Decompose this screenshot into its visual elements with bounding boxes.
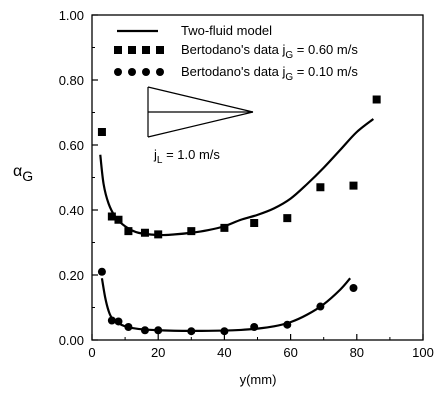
legend-label-square: Bertodano's data jG = 0.60 m/s	[181, 42, 358, 61]
y-axis-title: αG	[13, 163, 33, 184]
data-point-square	[107, 212, 116, 221]
legend-circle-swatch	[114, 68, 164, 76]
data-point-square	[250, 219, 259, 227]
y-tick-label: 0.60	[59, 138, 84, 153]
legend-label-model: Two-fluid model	[181, 23, 272, 38]
data-point-square	[187, 227, 196, 236]
data-point-square	[372, 95, 381, 104]
data-point-square	[316, 183, 325, 192]
series-0	[97, 95, 381, 239]
x-tick-label: 60	[283, 345, 297, 360]
series-2	[99, 118, 375, 237]
y-axis-title-sub: G	[22, 168, 33, 184]
data-point-square	[220, 223, 229, 232]
y-axis-title-main: α	[13, 163, 22, 180]
x-tick-label: 80	[350, 345, 364, 360]
series-3	[100, 277, 352, 333]
data-point-square	[349, 181, 358, 190]
series-layer	[97, 95, 381, 336]
data-point-square	[124, 227, 133, 236]
data-point-square	[283, 214, 292, 223]
profile-lower-edge	[147, 111, 254, 138]
y-tick-label: 0.40	[59, 203, 84, 218]
y-tick-label: 0.00	[59, 333, 84, 348]
legend-square-swatch	[114, 46, 164, 54]
legend-label-circle: Bertodano's data jG = 0.10 m/s	[181, 64, 358, 83]
y-axis: 0.00 0.20 0.40 0.60 0.80 1.00	[59, 8, 98, 348]
profile-upper-edge	[147, 86, 254, 113]
model-curve	[100, 277, 352, 333]
x-tick-label: 40	[217, 345, 231, 360]
series-1	[97, 267, 358, 336]
model-curve	[99, 118, 375, 237]
y-tick-label: 0.80	[59, 73, 84, 88]
y-tick-label: 0.20	[59, 268, 84, 283]
legend: Two-fluid model Bertodano's data jG = 0.…	[114, 23, 358, 83]
data-point-square	[97, 128, 106, 136]
x-tick-label: 20	[151, 345, 165, 360]
x-axis-title: y(mm)	[240, 372, 277, 387]
y-tick-label: 1.00	[59, 8, 84, 23]
data-point-circle	[349, 284, 358, 292]
data-point-square	[140, 228, 149, 237]
x-axis: 0 20 40 60 80 100	[88, 334, 434, 360]
liquid-velocity-label: jL = 1.0 m/s	[153, 147, 220, 166]
x-tick-label: 100	[412, 345, 434, 360]
data-point-circle	[97, 267, 106, 276]
channel-sketch	[147, 86, 254, 138]
x-tick-label: 0	[88, 345, 95, 360]
